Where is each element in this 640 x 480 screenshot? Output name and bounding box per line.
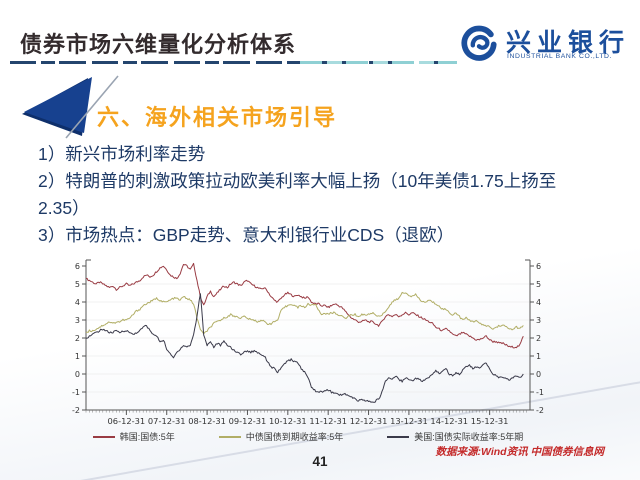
slide-title: 债券市场六维量化分析体系 — [20, 32, 297, 57]
x-tick-label: 11-12-31 — [309, 416, 347, 426]
y-tick-label: 3 — [536, 316, 541, 325]
legend-label: 美国:国债实际收益率:5年期 — [414, 432, 524, 442]
legend-label: 中债国债到期收益率:5年 — [245, 432, 344, 442]
legend-item: 美国:国债实际收益率:5年期 — [387, 430, 523, 443]
bullet-item-1: 1）新兴市场利率走势 — [38, 144, 206, 164]
x-tick-label: 06-12-31 — [108, 416, 146, 426]
bank-swirl-icon — [461, 25, 497, 61]
y-tick-label: 0 — [536, 370, 541, 379]
legend-swatch — [387, 435, 410, 438]
y-tick-label: -1 — [72, 388, 80, 397]
y-tick-label: 6 — [75, 262, 80, 271]
x-tick-label: 08-12-31 — [188, 416, 226, 426]
header-underline — [10, 61, 457, 64]
y-tick-label: -2 — [72, 406, 80, 415]
series-line-0 — [85, 262, 524, 349]
y-tick-label: 2 — [75, 334, 80, 343]
y-tick-label: 6 — [536, 262, 541, 271]
y-tick-label: 2 — [536, 334, 541, 343]
page-number: 41 — [312, 454, 328, 469]
bank-name-en: INDUSTRIAL BANK CO.,LTD. — [507, 53, 613, 60]
x-tick-label: 10-12-31 — [269, 416, 307, 426]
bank-logo: 兴业银行 INDUSTRIAL BANK CO.,LTD. — [460, 22, 636, 64]
bullet-list: 1）新兴市场利率走势 2）特朗普的刺激政策拉动欧美利率大幅上扬（10年美债1.7… — [38, 141, 594, 249]
y-tick-label: 4 — [536, 298, 541, 307]
y-tick-label: 1 — [536, 352, 541, 361]
x-tick-label: 07-12-31 — [148, 416, 186, 426]
y-tick-label: 0 — [75, 370, 80, 379]
section-triangle-icon — [22, 75, 119, 139]
section-heading: 六、海外相关市场引导 — [97, 105, 338, 130]
legend-label: 韩国:国债:5年 — [119, 432, 175, 442]
source-note: 数据来源:Wind资讯 中国债券信息网 — [435, 446, 604, 458]
bank-name: 兴业银行 — [506, 30, 631, 57]
y-tick-label: 1 — [75, 352, 80, 361]
x-tick-label: 13-12-31 — [390, 416, 428, 426]
y-tick-label: 5 — [536, 280, 541, 289]
series-line-1 — [85, 291, 524, 335]
x-tick-label: 12-12-31 — [350, 416, 388, 426]
y-tick-label: 5 — [75, 280, 80, 289]
bullet-item-2: 2）特朗普的刺激政策拉动欧美利率大幅上扬（10年美债1.75上扬至2.35） — [38, 171, 557, 218]
legend-swatch — [218, 435, 241, 438]
y-tick-label: 3 — [75, 316, 80, 325]
legend-item: 中债国债到期收益率:5年 — [218, 430, 344, 443]
legend-swatch — [92, 435, 115, 438]
y-tick-label: -1 — [536, 388, 544, 397]
x-tick-label: 09-12-31 — [229, 416, 267, 426]
chart: -2 -2 -1 -1 0 0 1 1 2 2 3 3 4 4 5 5 6 6 06-12-31 07-12-31 08… — [58, 248, 558, 433]
bullet-item-3: 3）市场热点：GBP走势、意大利银行业CDS（退欧） — [38, 225, 455, 245]
header-underline-teal — [300, 61, 457, 64]
y-tick-label: 4 — [75, 298, 80, 307]
chart-legend: 韩国:国债:5年 中债国债到期收益率:5年 美国:国债实际收益率:5年期 — [58, 430, 558, 443]
y-tick-label: -2 — [536, 406, 544, 415]
x-tick-label: 15-12-31 — [471, 416, 509, 426]
chart-svg: -2 -2 -1 -1 0 0 1 1 2 2 3 3 4 4 5 5 6 6 06-12-31 07-12-31 08… — [72, 259, 544, 426]
series-line-2 — [85, 293, 524, 403]
x-tick-label: 14-12-31 — [430, 416, 468, 426]
legend-item: 韩国:国债:5年 — [92, 430, 175, 443]
